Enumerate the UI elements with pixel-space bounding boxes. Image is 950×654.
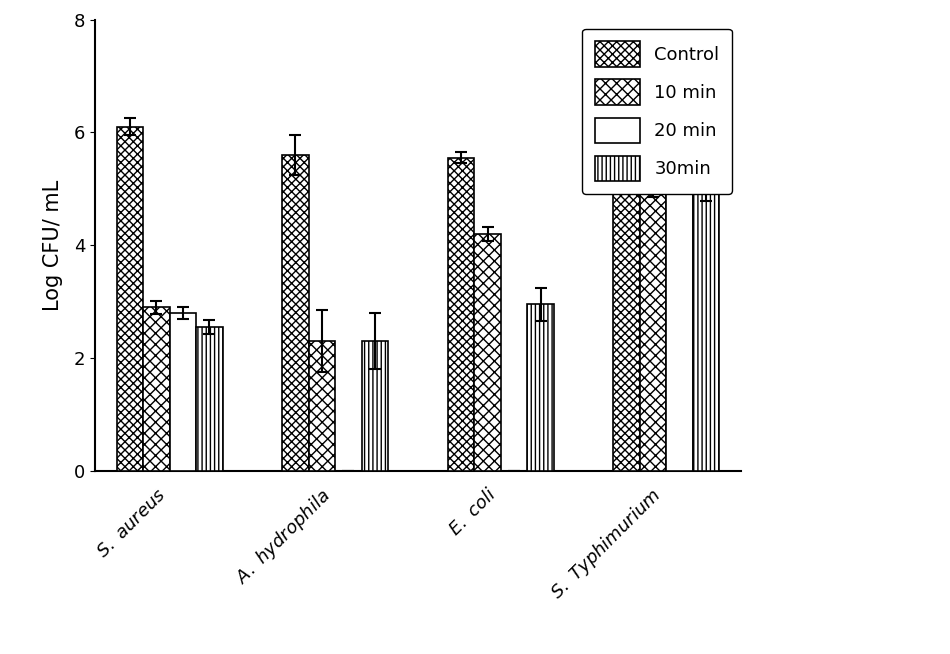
Text: $\it{E.\ coli}$: $\it{E.\ coli}$ (446, 485, 501, 540)
Bar (143, 307, 169, 471)
Bar (196, 327, 222, 471)
Bar (309, 341, 335, 471)
Bar (614, 90, 640, 471)
Text: $\it{S.\ Typhimurium}$: $\it{S.\ Typhimurium}$ (547, 485, 667, 604)
Bar (282, 155, 309, 471)
Legend: Control, 10 min, 20 min, 30min: Control, 10 min, 20 min, 30min (582, 29, 732, 194)
Bar (362, 341, 389, 471)
Y-axis label: Log CFU/ mL: Log CFU/ mL (43, 180, 63, 311)
Bar (667, 161, 693, 471)
Bar (527, 305, 554, 471)
Bar (474, 234, 501, 471)
Text: $\it{A.\ hydrophila}$: $\it{A.\ hydrophila}$ (231, 485, 335, 589)
Bar (169, 313, 196, 471)
Bar (693, 194, 719, 471)
Bar (117, 127, 143, 471)
Bar (640, 161, 667, 471)
Bar (447, 158, 474, 471)
Text: $\it{S.\ aureus}$: $\it{S.\ aureus}$ (93, 485, 169, 561)
